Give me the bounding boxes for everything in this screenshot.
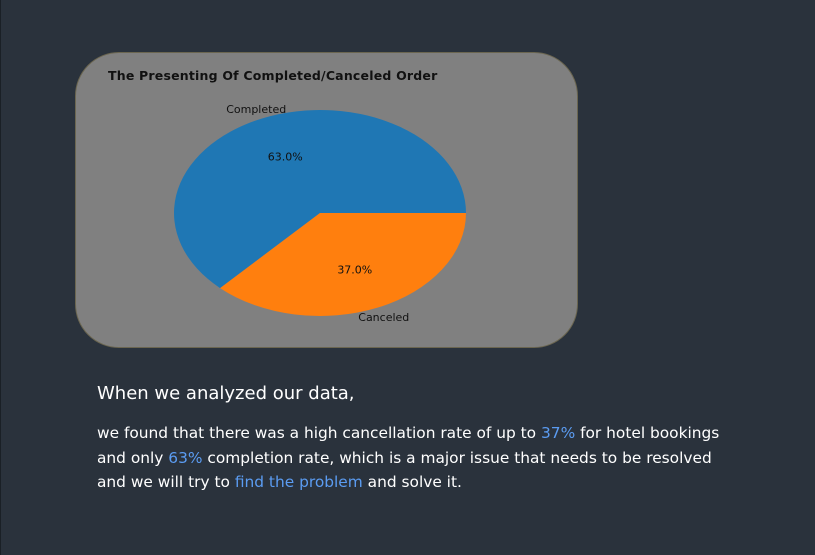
body-text-3: completion rate, which is a major issue … [97, 448, 712, 492]
pie-slice-completed [174, 110, 466, 289]
pie-category-label-canceled: Canceled [358, 311, 409, 324]
pie-pct-label-completed: 63.0% [268, 150, 303, 163]
caption-heading: When we analyzed our data, [97, 383, 355, 404]
pie-category-label-completed: Completed [226, 103, 286, 116]
pie-pct-label-canceled: 37.0% [337, 264, 372, 277]
chart-title: The Presenting Of Completed/Canceled Ord… [108, 68, 438, 83]
caption-body: we found that there was a high cancellat… [97, 421, 727, 495]
body-text-4: and solve it. [362, 473, 462, 491]
body-text-1: we found that there was a high cancellat… [97, 424, 541, 442]
cancellation-rate-highlight: 37% [540, 424, 576, 442]
completion-rate-highlight: 63% [168, 448, 203, 467]
pie-chart-card: The Presenting Of Completed/Canceled Ord… [75, 52, 578, 348]
body-text-2: for hotel bookings and only [97, 424, 720, 467]
pie-chart: 63.0% Completed 37.0% Canceled [174, 103, 466, 324]
find-problem-highlight: find the problem [234, 473, 363, 491]
pie-slice-canceled [220, 213, 466, 316]
